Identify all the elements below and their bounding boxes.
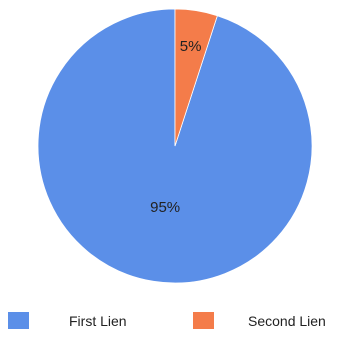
legend-label-first-lien: First Lien — [69, 312, 127, 329]
legend: First Lien Second Lien — [0, 312, 348, 336]
pie-slice-second-lien — [174, 8, 218, 147]
slice-label-second-lien: 5% — [180, 38, 202, 55]
legend-label-second-lien: Second Lien — [248, 312, 326, 329]
slice-label-first-lien: 95% — [150, 199, 180, 216]
legend-swatch-second-lien — [193, 312, 214, 329]
legend-item-first-lien: First Lien — [8, 312, 127, 329]
legend-item-second-lien: Second Lien — [193, 312, 326, 329]
pie-chart: 95% 5% — [37, 8, 313, 284]
legend-swatch-first-lien — [8, 312, 29, 329]
